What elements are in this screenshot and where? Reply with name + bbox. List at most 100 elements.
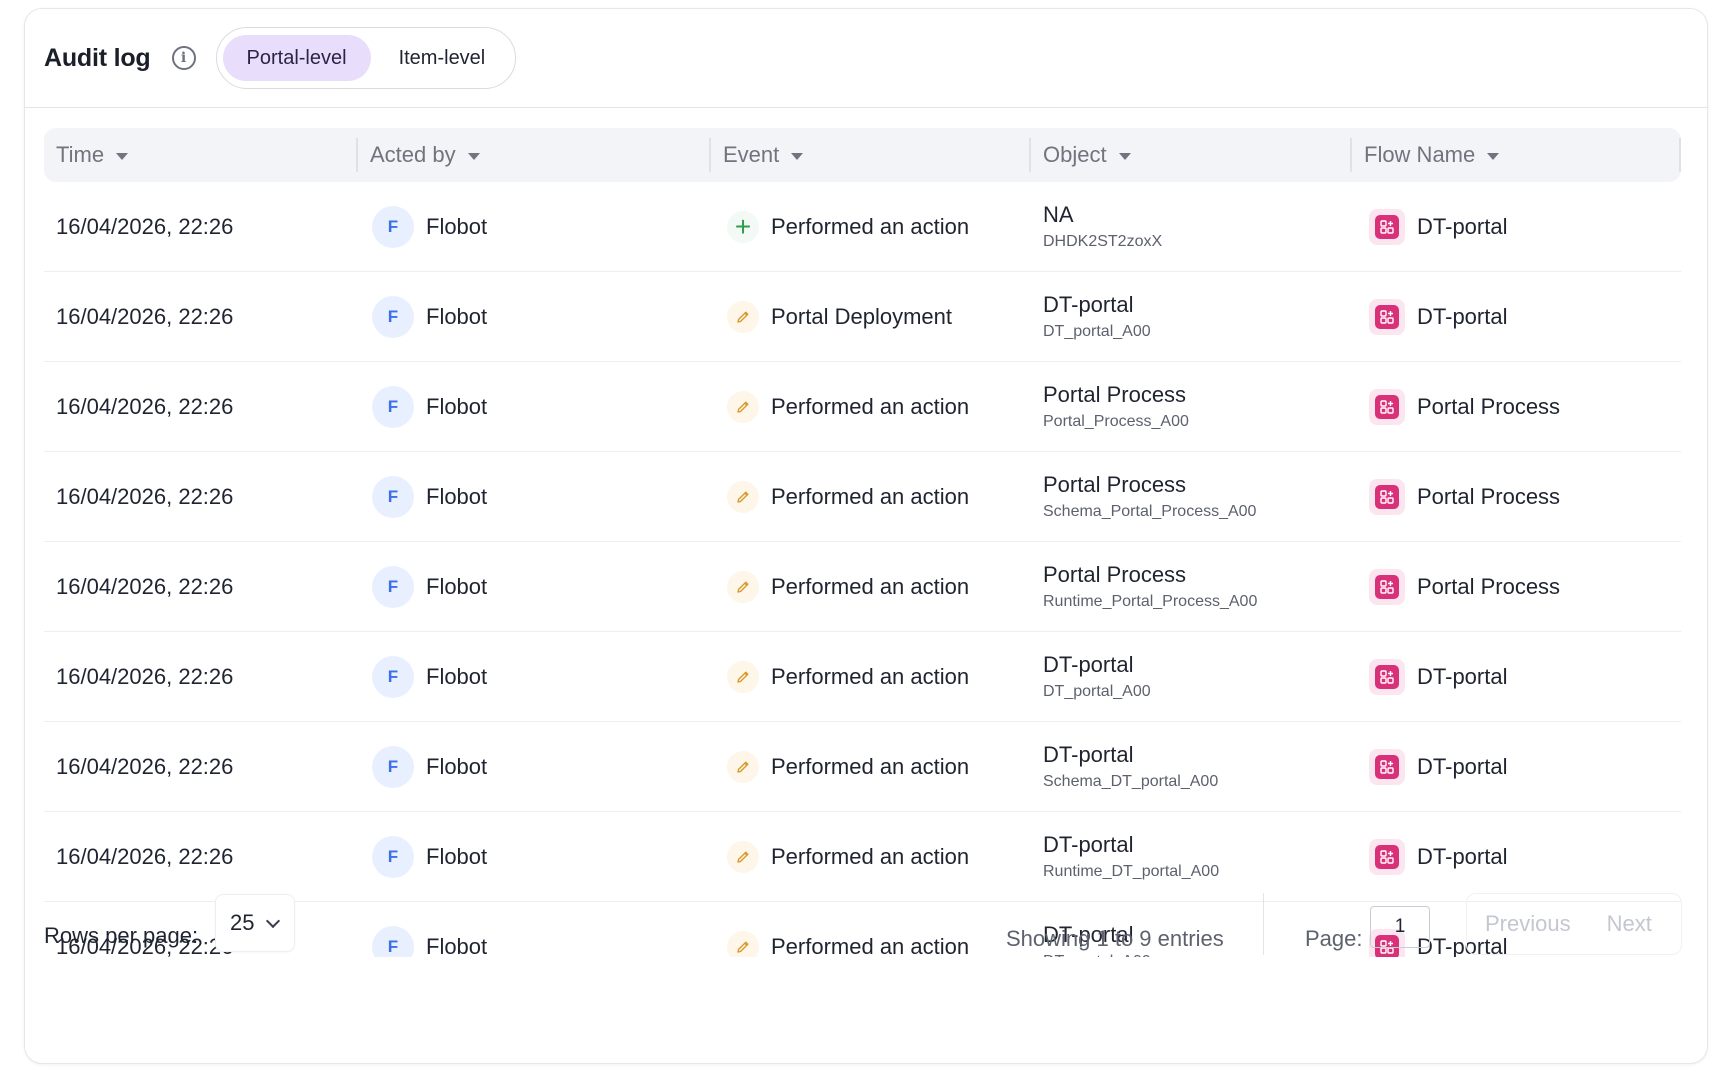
event-text: Portal Deployment xyxy=(771,303,952,329)
flow-name-text: DT-portal xyxy=(1417,753,1508,779)
event-text: Performed an action xyxy=(771,573,970,599)
flow-name-text: Portal Process xyxy=(1417,393,1561,419)
tab-portal-level[interactable]: Portal-level xyxy=(222,35,371,81)
column-divider[interactable] xyxy=(356,138,358,172)
avatar: F xyxy=(372,835,414,878)
cell-time: 16/04/2026, 22:26 xyxy=(44,542,358,631)
pencil-icon xyxy=(727,300,759,333)
showing-entries-text: Showing 1 to 9 entries xyxy=(1006,926,1224,951)
object-name: Portal Process xyxy=(1043,471,1187,497)
flow-app-icon xyxy=(1369,928,1405,957)
column-divider[interactable] xyxy=(709,138,711,172)
next-button[interactable]: Next xyxy=(1606,911,1652,936)
table-row[interactable]: 16/04/2026, 22:26 F Flobot Performed an … xyxy=(44,632,1681,722)
column-header-time[interactable]: Time xyxy=(44,128,358,182)
pencil-icon xyxy=(727,480,759,513)
cell-time: 16/04/2026, 22:26 xyxy=(44,182,358,271)
avatar: F xyxy=(372,205,414,248)
cell-time: 16/04/2026, 22:26 xyxy=(44,722,358,811)
column-header-flow-name[interactable]: Flow Name xyxy=(1352,128,1681,182)
pencil-icon xyxy=(727,750,759,783)
table-row[interactable]: 16/04/2026, 22:26 F Flobot Performed an … xyxy=(44,362,1681,452)
cell-flow-name: DT-portal xyxy=(1352,902,1681,957)
chevron-down-icon xyxy=(266,913,281,929)
flow-app-icon xyxy=(1369,568,1405,605)
time-text: 16/04/2026, 22:26 xyxy=(56,753,234,779)
column-divider[interactable] xyxy=(1679,138,1681,172)
column-header-label: Object xyxy=(1043,142,1107,167)
page-title: Audit log xyxy=(44,43,151,72)
audit-table: Time Acted by Event Object Flow Name xyxy=(44,128,1681,957)
flow-name-text: DT-portal xyxy=(1417,663,1508,689)
table-footer: Rows per page: 25 Showing 1 to 9 entries… xyxy=(25,889,1707,1063)
cell-event: Performed an action xyxy=(711,632,1031,721)
column-header-acted-by[interactable]: Acted by xyxy=(358,128,711,182)
avatar: F xyxy=(372,745,414,788)
column-header-event[interactable]: Event xyxy=(711,128,1031,182)
cell-event: Performed an action xyxy=(711,542,1031,631)
caret-down-icon xyxy=(791,152,804,160)
cell-object: DT-portal DT_portal_A00 xyxy=(1031,632,1352,721)
cell-time: 16/04/2026, 22:26 xyxy=(44,632,358,721)
info-icon[interactable]: i xyxy=(171,46,196,70)
caret-down-icon xyxy=(116,152,129,160)
event-text: Performed an action xyxy=(771,843,970,869)
table-row[interactable]: 16/04/2026, 22:26 F Flobot Performed an … xyxy=(44,452,1681,542)
rows-per-page-select[interactable]: 25 xyxy=(215,894,295,952)
object-name: DT-portal xyxy=(1043,651,1134,677)
object-info: DT-portal Runtime_DT_portal_A00 xyxy=(1043,831,1219,883)
page-number-input[interactable]: 1 xyxy=(1370,906,1430,948)
flow-app-icon xyxy=(1369,298,1405,335)
level-toggle: Portal-level Item-level xyxy=(215,27,517,89)
actor-name: Flobot xyxy=(426,303,488,329)
actor-name: Flobot xyxy=(426,663,488,689)
table-row[interactable]: 16/04/2026, 22:26 F Flobot Portal Deploy… xyxy=(44,272,1681,362)
cell-event: Performed an action xyxy=(711,902,1031,957)
object-id: DT_portal_A00 xyxy=(1043,951,1151,958)
tab-item-level[interactable]: Item-level xyxy=(398,46,486,69)
table-row[interactable]: 16/04/2026, 22:26 F Flobot + Performed a… xyxy=(44,182,1681,272)
avatar: F xyxy=(372,475,414,518)
actor-name: Flobot xyxy=(426,843,488,869)
plus-icon: + xyxy=(727,210,759,243)
rows-per-page-value: 25 xyxy=(230,910,255,935)
time-text: 16/04/2026, 22:26 xyxy=(56,663,234,689)
object-info: Portal Process Portal_Process_A00 xyxy=(1043,381,1189,433)
cell-object: DT-portal Runtime_DT_portal_A00 xyxy=(1031,812,1352,901)
cell-flow-name: Portal Process xyxy=(1352,542,1681,631)
flow-app-icon xyxy=(1369,388,1405,425)
column-header-label: Time xyxy=(56,142,105,167)
cell-event: Performed an action xyxy=(711,722,1031,811)
table-row[interactable]: 16/04/2026, 22:26 F Flobot Performed an … xyxy=(44,812,1681,902)
time-text: 16/04/2026, 22:26 xyxy=(56,303,234,329)
object-id: Schema_DT_portal_A00 xyxy=(1043,772,1219,790)
object-name: DT-portal xyxy=(1043,741,1134,767)
cell-flow-name: DT-portal xyxy=(1352,812,1681,901)
column-divider[interactable] xyxy=(1350,138,1352,172)
object-name: NA xyxy=(1043,201,1074,227)
event-text: Performed an action xyxy=(771,483,970,509)
time-text: 16/04/2026, 22:26 xyxy=(56,213,234,239)
column-header-object[interactable]: Object xyxy=(1031,128,1352,182)
flow-name-text: DT-portal xyxy=(1417,303,1508,329)
flow-name-text: DT-portal xyxy=(1417,933,1508,958)
cell-acted-by: F Flobot xyxy=(358,722,711,811)
avatar: F xyxy=(372,385,414,428)
table-row[interactable]: 16/04/2026, 22:26 F Flobot Performed an … xyxy=(44,542,1681,632)
avatar: F xyxy=(372,925,414,957)
avatar: F xyxy=(372,295,414,338)
cell-acted-by: F Flobot xyxy=(358,272,711,361)
table-row[interactable]: 16/04/2026, 22:26 F Flobot Performed an … xyxy=(44,722,1681,812)
caret-down-icon xyxy=(1487,152,1500,160)
table-row[interactable]: 16/04/2026, 22:26 F Flobot Performed an … xyxy=(44,902,1681,957)
actor-name: Flobot xyxy=(426,753,488,779)
time-text: 16/04/2026, 22:26 xyxy=(56,483,234,509)
pencil-icon xyxy=(727,930,759,957)
column-divider[interactable] xyxy=(1029,138,1031,172)
column-header-label: Flow Name xyxy=(1364,142,1476,167)
table-header: Time Acted by Event Object Flow Name xyxy=(44,128,1681,182)
cell-object: DT-portal DT_portal_A00 xyxy=(1031,902,1352,958)
object-info: DT-portal DT_portal_A00 xyxy=(1043,651,1151,703)
previous-button[interactable]: Previous xyxy=(1485,911,1571,936)
object-info: DT-portal DT_portal_A00 xyxy=(1043,921,1151,958)
